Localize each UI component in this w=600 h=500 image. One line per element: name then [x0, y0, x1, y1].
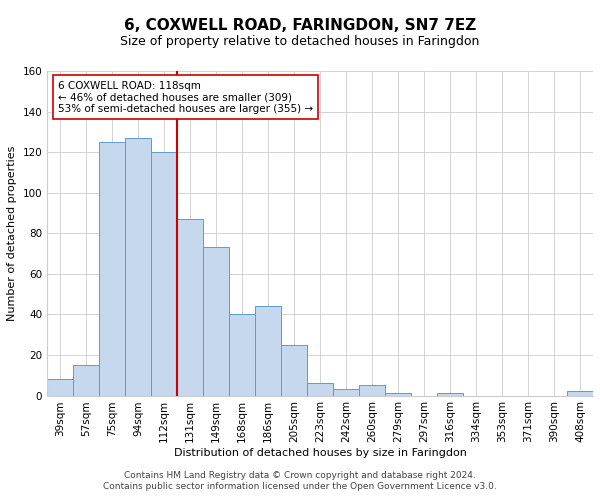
- Text: 6, COXWELL ROAD, FARINGDON, SN7 7EZ: 6, COXWELL ROAD, FARINGDON, SN7 7EZ: [124, 18, 476, 32]
- Bar: [73, 365, 99, 396]
- Bar: [177, 219, 203, 396]
- Bar: [437, 394, 463, 396]
- Bar: [281, 345, 307, 396]
- Bar: [203, 248, 229, 396]
- Bar: [567, 392, 593, 396]
- Bar: [99, 142, 125, 396]
- Bar: [333, 390, 359, 396]
- Bar: [47, 380, 73, 396]
- Bar: [229, 314, 255, 396]
- Bar: [385, 394, 411, 396]
- Y-axis label: Number of detached properties: Number of detached properties: [7, 146, 17, 321]
- Bar: [255, 306, 281, 396]
- X-axis label: Distribution of detached houses by size in Faringdon: Distribution of detached houses by size …: [173, 448, 467, 458]
- Text: 6 COXWELL ROAD: 118sqm
← 46% of detached houses are smaller (309)
53% of semi-de: 6 COXWELL ROAD: 118sqm ← 46% of detached…: [58, 80, 313, 114]
- Text: Contains public sector information licensed under the Open Government Licence v3: Contains public sector information licen…: [103, 482, 497, 491]
- Bar: [151, 152, 177, 396]
- Bar: [359, 386, 385, 396]
- Bar: [307, 384, 333, 396]
- Bar: [125, 138, 151, 396]
- Text: Size of property relative to detached houses in Faringdon: Size of property relative to detached ho…: [121, 35, 479, 48]
- Text: Contains HM Land Registry data © Crown copyright and database right 2024.: Contains HM Land Registry data © Crown c…: [124, 471, 476, 480]
